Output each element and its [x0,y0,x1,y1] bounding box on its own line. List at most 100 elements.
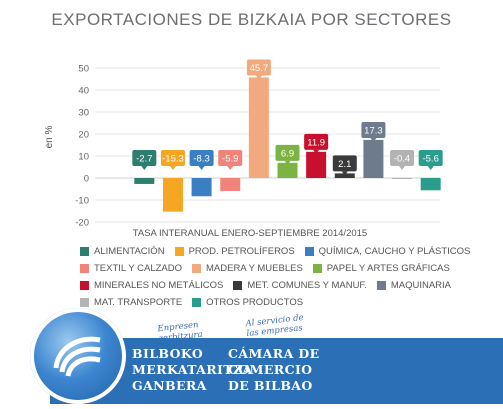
bar-chart: -20 -10 0 10 20 30 40 50 en % -2.7 -15.3 -8.3 -5.9 45… [44,59,443,239]
chamber-logo [30,308,126,404]
legend-row: ALIMENTACIÓN PROD. PETROLÍFEROS QUÍMICA, C… [80,243,500,260]
legend-label: MET. COMUNES Y MANUF. [247,280,367,291]
wave-logo-icon [53,336,101,377]
legend-swatch [80,298,89,307]
bar [334,173,355,178]
basque-line-3: GANBERA [132,378,207,393]
data-label: 11.9 [307,137,325,148]
legend-label: MADERA Y MUEBLES [206,263,303,274]
legend-item: TEXTIL Y CALZADO [80,263,182,274]
y-tick-label: 20 [78,130,89,141]
spanish-line-1: CÁMARA DE [228,346,320,361]
bar [392,178,413,179]
spanish-line-3: DE BILBAO [228,378,313,393]
data-label: -15.3 [162,154,184,165]
legend-label: MINERALES NO METÁLICOS [94,280,224,291]
legend-item: QUÍMICA, CAUCHO Y PLÁSTICOS [304,246,471,257]
data-label-pointer [141,166,148,170]
legend-item: OTROS PRODUCTOS [192,297,303,308]
bar [162,178,183,212]
bar [220,178,241,191]
data-label-box [132,150,157,166]
legend-label: OTROS PRODUCTOS [206,297,304,308]
script-spanish: Al servicio de las empresas [245,313,305,339]
legend-row: MINERALES NO METÁLICOS MET. COMUNES Y MAN… [80,277,500,294]
y-tick-label: -20 [75,218,89,229]
legend-label: QUÍMICA, CAUCHO Y PLÁSTICOS [318,246,471,257]
data-label-box [160,150,185,166]
legend-item: PROD. PETROLÍFEROS [174,246,295,257]
data-label-box [390,150,415,166]
data-label-pointer [399,166,406,170]
legend-label: MAT. TRANSPORTE [94,297,183,308]
data-label-box [304,133,329,150]
legend-swatch [192,264,201,273]
y-tick-label: -10 [75,196,89,207]
y-tick-label: 30 [78,108,89,119]
data-label-pointer [370,137,377,142]
data-label-box [218,150,243,166]
data-label-pointer [341,171,348,176]
x-axis-label: TASA INTERANUAL ENERO-SEPTIEMBRE 2014/20… [133,228,367,239]
data-label: 6.9 [281,148,294,159]
legend-swatch [312,264,322,273]
data-label: -0.4 [394,154,410,165]
data-label: -5.9 [222,154,238,165]
data-label-pointer [284,160,291,165]
legend-swatch [174,247,184,256]
data-label-box [189,150,214,166]
bar [306,151,327,178]
legend-swatch [304,247,314,256]
legend-swatch [376,281,386,290]
chamber-name-basque: BILBOKO MERKATARITZA GANBERA [132,346,253,394]
bar [248,77,269,178]
bar [134,178,155,184]
legend-swatch [80,264,89,273]
y-tick-label: 0 [84,174,89,185]
data-label-box [418,150,443,166]
legend-row: MAT. TRANSPORTE OTROS PRODUCTOS [80,294,500,311]
data-label-pointer [313,149,320,154]
legend-swatch [233,281,243,290]
bar [191,178,212,197]
legend-row: TEXTIL Y CALZADO MADERA Y MUEBLES PAPEL Y … [80,260,500,277]
data-label-box [275,144,300,161]
legend-label: TEXTIL Y CALZADO [94,263,182,274]
spanish-line-2: COMERCIO [228,362,313,377]
chamber-banner: Enpresen zerbitzura Al servicio de las emp… [30,308,503,409]
legend-item: PAPEL Y ARTES GRÁFICAS [312,263,450,274]
legend-label: PROD. PETROLÍFEROS [188,246,295,257]
legend-label: ALIMENTACIÓN [94,246,165,257]
bar [277,162,298,178]
chamber-name-spanish: CÁMARA DE COMERCIO DE BILBAO [228,346,320,394]
legend-label: MAQUINARIA [390,280,452,291]
data-label-box [361,121,386,138]
legend-item: MINERALES NO METÁLICOS [80,280,223,291]
data-label: 17.3 [364,125,383,136]
basque-line-1: BILBOKO [132,346,204,361]
y-tick-label: 40 [78,86,89,97]
bar [363,139,384,178]
bar [420,178,441,191]
data-label: -2.7 [136,154,152,165]
legend-swatch [192,298,202,307]
data-label-box [332,155,357,172]
data-label-box [246,59,271,76]
legend-item: MAQUINARIA [376,280,452,291]
data-label: -5.6 [422,154,438,165]
legend-swatch [80,247,89,256]
legend-label: PAPEL Y ARTES GRÁFICAS [326,263,450,274]
y-axis-label: en % [44,125,55,148]
data-label-pointer [198,166,205,170]
chart-title: EXPORTACIONES DE BIZKAIA POR SECTORES [51,10,452,29]
y-tick-label: 50 [78,64,89,75]
data-label-pointer [227,166,234,170]
legend-swatch [80,281,89,290]
legend-item: MET. COMUNES Y MANUF. [233,280,367,291]
legend-item: MAT. TRANSPORTE [80,297,182,308]
y-tick-label: 10 [78,152,89,163]
legend-item: MADERA Y MUEBLES [192,263,303,274]
legend-item: ALIMENTACIÓN [80,246,165,257]
data-label-pointer [169,166,176,170]
data-label: 2.1 [338,159,351,170]
